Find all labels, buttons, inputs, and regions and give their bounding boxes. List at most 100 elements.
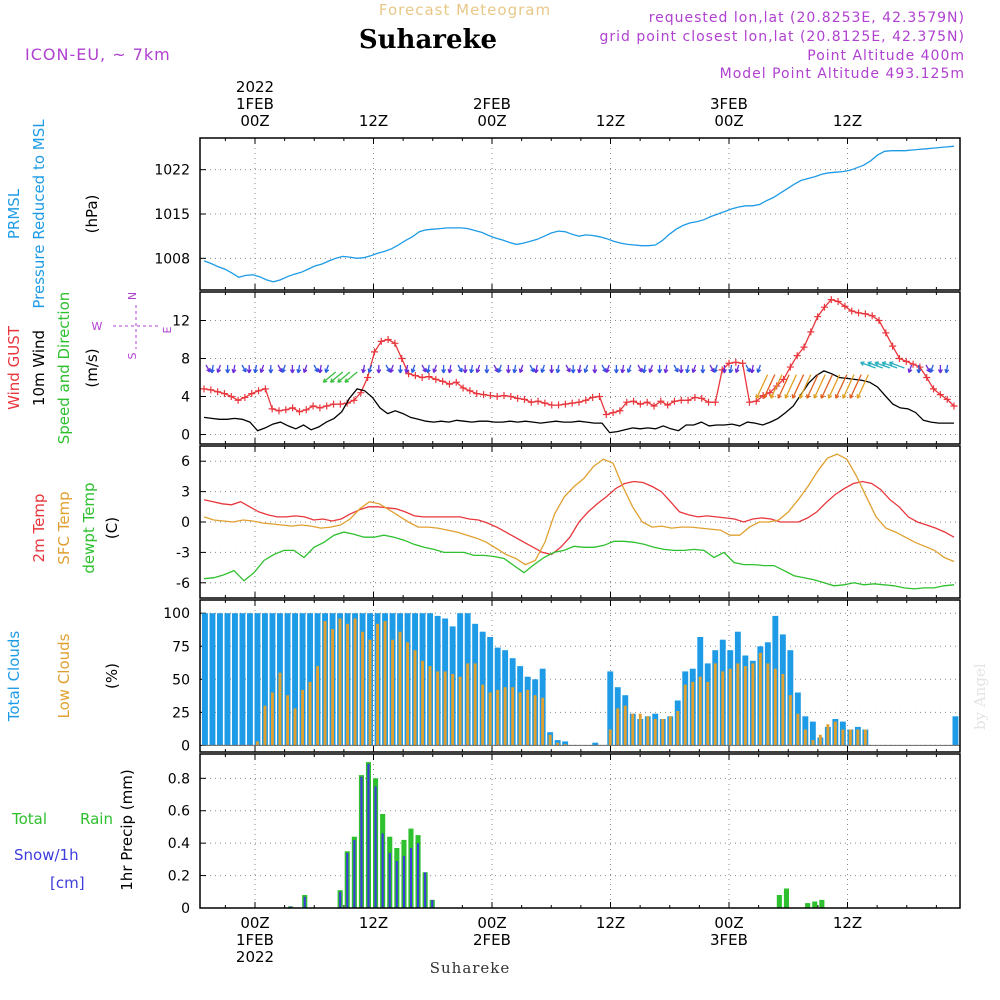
- gust-marker: [841, 302, 849, 310]
- wind-arrow: [462, 365, 468, 374]
- low-cloud-bar: [728, 668, 732, 746]
- wind-arrow: [929, 364, 934, 374]
- wind-arrow: [533, 364, 539, 374]
- gust-marker: [745, 398, 753, 406]
- wind-arrow: [497, 364, 502, 374]
- low-cloud-bar: [781, 674, 785, 746]
- wind-arrow: [700, 365, 706, 374]
- gust-marker: [786, 363, 794, 371]
- low-cloud-bar: [338, 618, 342, 746]
- gust-marker: [895, 355, 903, 362]
- wind-arrow: [856, 374, 869, 399]
- gust-marker: [234, 396, 242, 404]
- wind-arrow: [806, 374, 819, 399]
- wind-arrow: [648, 364, 654, 374]
- time-label: 12Z: [359, 914, 388, 932]
- low-cloud-bar: [286, 695, 289, 746]
- y-tick-label: 0: [181, 738, 190, 754]
- precip-axis-label: 1hr Precip (mm): [118, 769, 136, 890]
- total-cloud-bar: [292, 613, 298, 746]
- wind-arrow: [540, 364, 546, 374]
- t2m-line: [203, 480, 955, 556]
- gust-marker: [691, 393, 699, 401]
- low-cloud-bar: [451, 674, 455, 746]
- low-cloud-bar: [323, 621, 327, 746]
- time-label: 3FEB: [710, 931, 748, 949]
- time-label: 2022: [236, 948, 274, 966]
- wind-arrow: [881, 361, 898, 369]
- axis-label: 10m Wind: [30, 330, 48, 406]
- wind-arrow: [209, 364, 215, 374]
- wind-arrow: [289, 365, 295, 374]
- low-cloud-bar: [473, 663, 477, 746]
- low-cloud-bar: [421, 660, 424, 746]
- gust-marker: [800, 343, 808, 351]
- low-cloud-bar: [803, 729, 807, 746]
- gust-marker: [377, 337, 385, 345]
- axis-label: SFC Temp: [55, 491, 73, 564]
- gust-marker: [868, 312, 876, 320]
- low-cloud-bar: [623, 705, 627, 746]
- wind-arrow: [626, 364, 632, 374]
- snow-bar: [367, 763, 370, 908]
- axis-label: Speed and Direction: [55, 292, 73, 445]
- pressure-line: [203, 145, 955, 283]
- gust-marker: [405, 370, 413, 378]
- wind-arrow: [389, 364, 394, 374]
- low-cloud-bar: [398, 631, 402, 746]
- gust-marker: [923, 374, 931, 381]
- low-cloud-bar: [503, 687, 507, 746]
- axis-label: (C): [103, 517, 121, 539]
- low-cloud-bar: [361, 631, 364, 746]
- gust-marker: [336, 400, 344, 408]
- panel-temp: -6 -3 0 3 6 2m Temp SFC Temp dewpt Temp (C): [30, 445, 961, 599]
- gust-marker: [302, 406, 310, 414]
- compass-lines: [113, 305, 159, 349]
- wind-arrow: [277, 364, 283, 373]
- total-cloud-bar: [202, 613, 208, 746]
- wind-arrow: [529, 364, 535, 373]
- gust-marker: [616, 407, 624, 415]
- snow-bar: [346, 852, 349, 908]
- gust-marker: [480, 391, 488, 399]
- wind-arrow: [441, 365, 447, 374]
- low-cloud-bar: [653, 719, 657, 746]
- gust-marker: [370, 348, 378, 356]
- gust-marker: [882, 329, 890, 337]
- wind-arrow: [749, 364, 755, 374]
- total-cloud-bar: [239, 613, 246, 746]
- low-cloud-bar: [773, 668, 777, 746]
- gust-marker: [466, 387, 474, 395]
- gridpoint-coords: grid point closest lon,lat (20.8125E, 42…: [599, 29, 965, 45]
- wind-arrow: [713, 364, 718, 374]
- snow-bar: [417, 843, 420, 908]
- wind-arrow: [888, 361, 905, 369]
- snow-bar: [395, 861, 398, 908]
- y-tick-label: -3: [176, 545, 190, 561]
- low-cloud-bar: [713, 663, 717, 746]
- wind-arrow: [512, 364, 518, 374]
- gust-marker: [295, 408, 303, 416]
- wind-arrow: [302, 364, 308, 374]
- gust-marker: [207, 386, 215, 394]
- y-tick-label: 25: [172, 705, 190, 721]
- gust-marker: [943, 395, 951, 403]
- rain-bar: [805, 903, 811, 908]
- axis-label: Low Clouds: [55, 633, 73, 718]
- wind-arrow: [842, 374, 855, 399]
- wind-arrow: [337, 371, 351, 383]
- axis-label: 2m Temp: [30, 494, 48, 563]
- snow-bar: [374, 786, 377, 908]
- gust-marker: [636, 400, 644, 408]
- low-cloud-bar: [616, 708, 620, 746]
- compass-rose: N S W E: [92, 292, 174, 360]
- wind-arrow: [673, 364, 679, 373]
- wind-arrow: [944, 364, 950, 374]
- low-cloud-bar: [668, 716, 672, 746]
- time-label: 12Z: [359, 112, 388, 130]
- low-cloud-bar: [496, 689, 500, 746]
- low-cloud-bar: [563, 744, 567, 746]
- gust-marker: [350, 396, 358, 404]
- y-tick-label: 12: [172, 314, 190, 330]
